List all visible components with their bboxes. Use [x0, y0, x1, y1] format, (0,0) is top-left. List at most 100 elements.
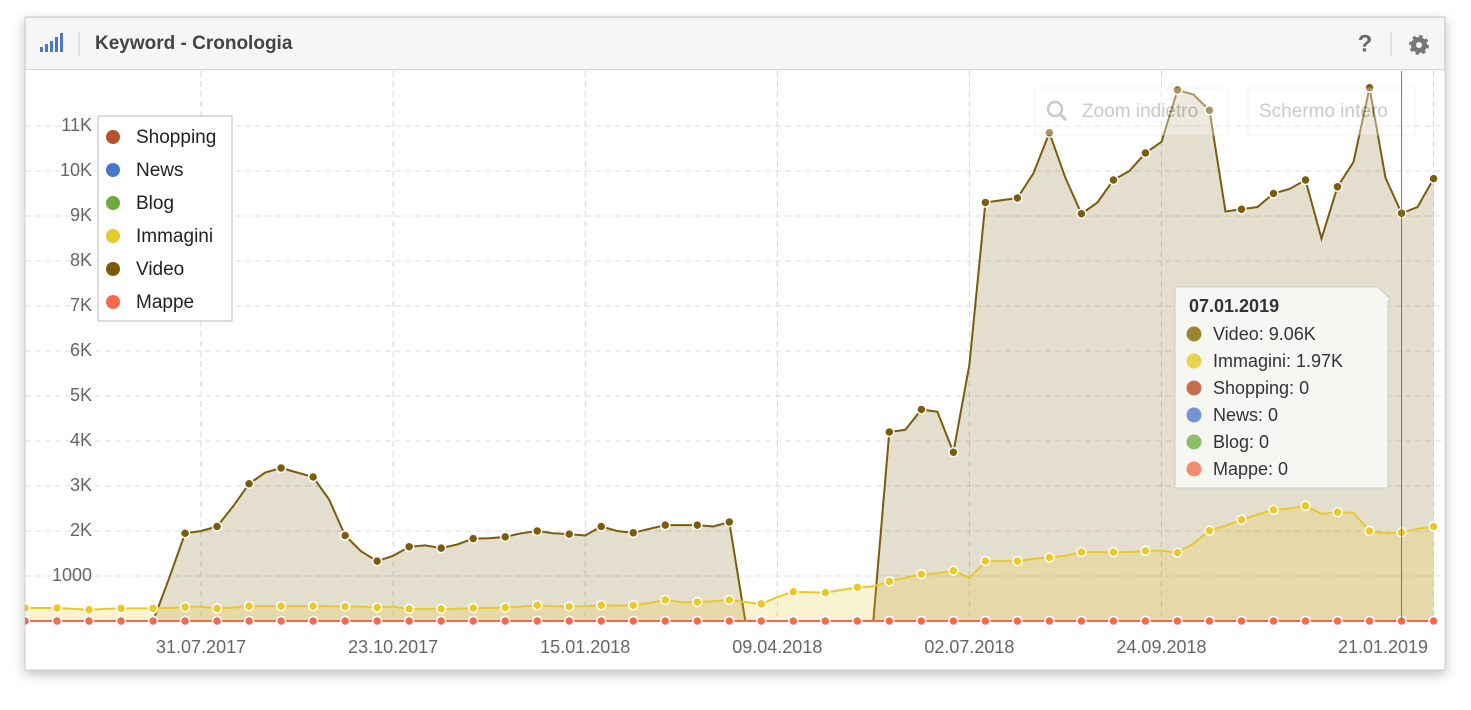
point [147, 603, 159, 614]
point [115, 603, 127, 614]
point [371, 555, 383, 567]
point [916, 568, 927, 580]
point [1236, 514, 1247, 525]
point [563, 615, 575, 627]
point [211, 603, 223, 614]
point [1076, 208, 1087, 219]
point [1044, 552, 1055, 563]
point [531, 615, 543, 627]
point [115, 615, 127, 627]
x-tick-label: 21.01.2019 [1338, 637, 1428, 657]
point [1108, 174, 1119, 186]
area [25, 505, 1434, 621]
point [595, 521, 607, 532]
point [660, 519, 671, 531]
point [211, 615, 223, 627]
point [243, 615, 255, 627]
legend-label: News [136, 160, 184, 181]
y-tick-label: 7K [70, 295, 92, 315]
point [339, 601, 351, 612]
point [435, 603, 447, 615]
legend-label: Immagini [136, 226, 213, 247]
point [1300, 500, 1311, 512]
point [1108, 615, 1119, 627]
widget-title: Keyword - Cronologia [95, 33, 293, 54]
y-tick-label: 2K [70, 520, 92, 540]
point [435, 615, 447, 627]
point [724, 516, 735, 528]
point [1044, 615, 1055, 627]
point [980, 197, 991, 208]
x-tick-label: 02.07.2018 [924, 637, 1014, 657]
point [307, 615, 319, 627]
point [627, 600, 639, 611]
legend-label: Mappe [136, 292, 194, 313]
point [595, 600, 607, 611]
y-tick-label: 1000 [52, 565, 92, 585]
x-tick-label: 15.01.2018 [540, 637, 630, 657]
point [403, 603, 415, 615]
point [1140, 147, 1151, 159]
signal-icon [40, 33, 63, 52]
card-header [25, 17, 1445, 70]
point [403, 541, 415, 552]
point [884, 576, 895, 587]
fullscreen-button[interactable] [1247, 87, 1416, 136]
point [1012, 615, 1023, 627]
legend: Shopping News Blog Immagini Video Mappe [97, 115, 233, 322]
point [51, 615, 63, 627]
point [499, 531, 511, 543]
point [1428, 173, 1439, 184]
point [1172, 84, 1183, 96]
point [1076, 615, 1087, 627]
y-tick-label: 10K [60, 160, 92, 180]
point [852, 582, 863, 593]
tooltip-item: Immagini: 1.97K [1213, 351, 1343, 371]
tooltip-item: Shopping: 0 [1213, 378, 1309, 398]
point [980, 555, 991, 567]
settings-button[interactable] [1409, 35, 1429, 55]
plot-area [25, 71, 1445, 627]
point [1076, 546, 1087, 558]
point [1140, 545, 1151, 557]
point [1236, 204, 1247, 215]
tooltip-item: News: 0 [1213, 405, 1278, 425]
tooltip-marker [1186, 353, 1202, 369]
point [1332, 615, 1343, 627]
point [1044, 127, 1055, 138]
help-button[interactable]: ? [1358, 30, 1373, 57]
point [884, 426, 895, 438]
point [1364, 615, 1375, 627]
fullscreen-label: Schermo intero [1259, 101, 1388, 122]
point [243, 600, 255, 612]
point [724, 615, 735, 627]
legend-label: Video [136, 259, 184, 280]
tooltip-box [1174, 286, 1391, 489]
zoom-out-button[interactable] [1034, 87, 1229, 136]
point [1236, 615, 1247, 627]
point [1268, 188, 1279, 199]
tooltip-marker [1186, 461, 1202, 477]
point [1428, 615, 1439, 627]
point [1204, 105, 1215, 116]
point [179, 601, 191, 613]
point [948, 615, 959, 627]
tooltip-marker [1186, 434, 1202, 450]
point [179, 528, 191, 539]
legend-marker [106, 295, 120, 309]
point [83, 604, 95, 615]
point [275, 600, 287, 612]
legend-marker [106, 229, 120, 243]
point [980, 615, 991, 627]
tooltip-item: Video: 9.06K [1213, 324, 1316, 344]
x-tick-label: 23.10.2017 [348, 637, 438, 657]
y-tick-label: 9K [70, 205, 92, 225]
point [788, 586, 799, 597]
tooltip-item: Blog: 0 [1213, 432, 1269, 452]
point [403, 615, 415, 627]
point [243, 478, 255, 489]
legend-marker [106, 262, 120, 276]
y-tick-label: 4K [70, 430, 92, 450]
point [531, 600, 543, 611]
